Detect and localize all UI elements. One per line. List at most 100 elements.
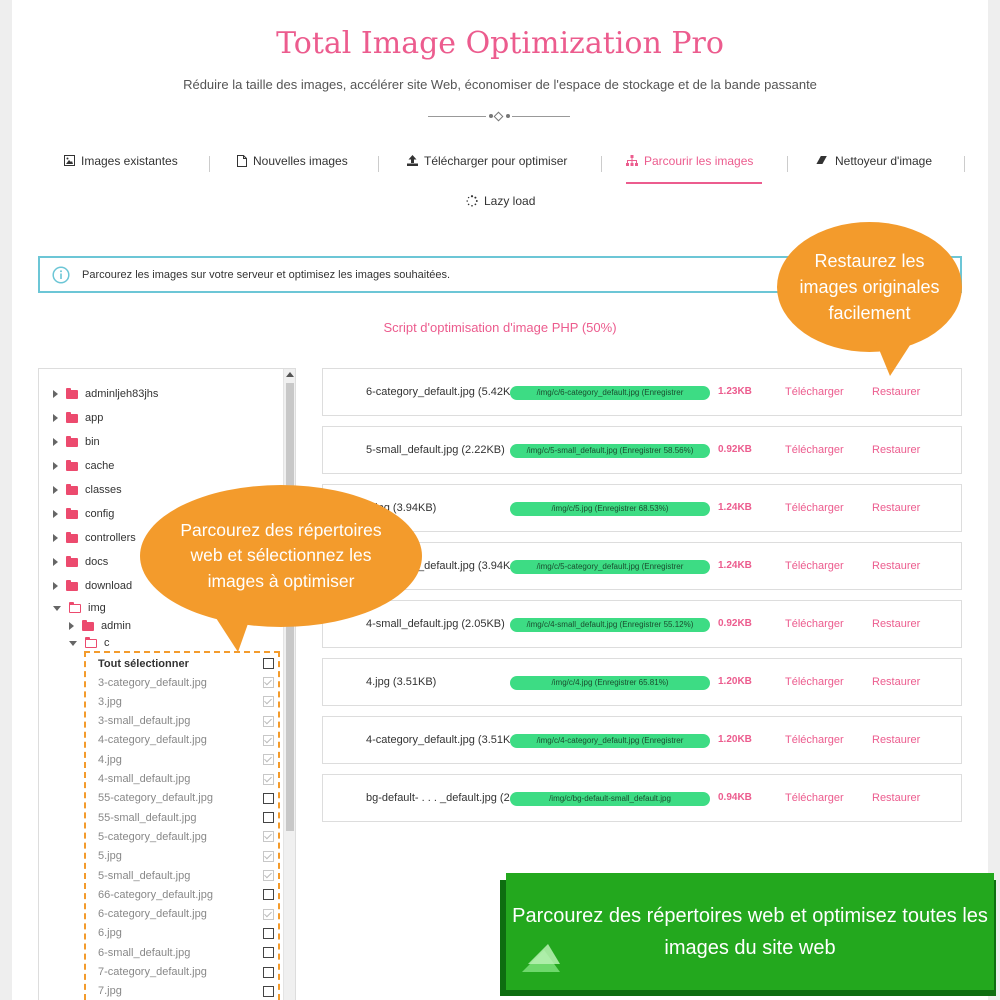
caret-down-icon: [69, 640, 77, 646]
progress-bar: /img/c/5-category_default.jpg (Enregistr…: [510, 560, 710, 574]
file-row[interactable]: 5-small_default.jpg: [98, 866, 274, 885]
sitemap-icon: [626, 155, 638, 166]
tree-folder-admin[interactable]: admin: [69, 618, 131, 634]
tab-nettoyeur-image[interactable]: Nettoyeur d'image: [816, 154, 932, 184]
tree-folder-label: bin: [85, 436, 100, 448]
file-row[interactable]: 55-small_default.jpg: [98, 808, 274, 827]
file-checkbox[interactable]: [263, 792, 274, 804]
tree-folder-item[interactable]: cache: [53, 458, 114, 474]
restore-link[interactable]: Restaurer: [872, 444, 921, 456]
tree-folder-item[interactable]: docs: [53, 554, 108, 570]
restore-link[interactable]: Restaurer: [872, 618, 921, 630]
file-checkbox[interactable]: [263, 696, 274, 708]
spinner-icon: [466, 195, 478, 207]
file-checkbox[interactable]: [263, 985, 274, 997]
restore-link[interactable]: Restaurer: [872, 676, 921, 688]
tab-nouvelles-images[interactable]: Nouvelles images: [237, 154, 348, 184]
file-checkbox[interactable]: [263, 947, 274, 959]
file-row[interactable]: 6-category_default.jpg: [98, 905, 274, 924]
optimized-size: 0.94KB: [718, 792, 752, 803]
tree-folder-item[interactable]: config: [53, 506, 114, 522]
file-name: 4.jpg: [98, 753, 122, 766]
result-file-name: 6-category_default.jpg (5.42KB): [366, 386, 511, 398]
file-checkbox[interactable]: [263, 889, 274, 901]
tree-folder-c[interactable]: c: [69, 635, 110, 651]
tree-folder-item[interactable]: controllers: [53, 530, 136, 546]
restore-link[interactable]: Restaurer: [872, 386, 921, 398]
file-row[interactable]: 4.jpg: [98, 750, 274, 769]
file-checkbox[interactable]: [263, 870, 274, 881]
file-checkbox[interactable]: [263, 715, 274, 727]
file-name: 66-category_default.jpg: [98, 888, 213, 901]
tree-folder-item[interactable]: app: [53, 410, 103, 426]
file-row[interactable]: 55-category_default.jpg: [98, 789, 274, 808]
download-link[interactable]: Télécharger: [785, 502, 844, 514]
file-checkbox[interactable]: [263, 754, 274, 766]
tab-telecharger-optimiser[interactable]: Télécharger pour optimiser: [407, 154, 567, 184]
file-checkbox[interactable]: [263, 773, 274, 785]
file-checkbox[interactable]: [263, 734, 274, 746]
result-row: 4.jpg (3.51KB) /img/c/4.jpg (Enregistrer …: [322, 658, 962, 706]
file-checkbox[interactable]: [263, 927, 274, 939]
tree-folder-item[interactable]: classes: [53, 482, 122, 498]
file-row[interactable]: 7-category_default.jpg: [98, 963, 274, 982]
download-link[interactable]: Télécharger: [785, 734, 844, 746]
download-link[interactable]: Télécharger: [785, 792, 844, 804]
folder-icon: [66, 555, 78, 567]
download-link[interactable]: Télécharger: [785, 618, 844, 630]
caret-right-icon: [53, 558, 58, 566]
file-row[interactable]: 4-small_default.jpg: [98, 770, 274, 789]
progress-bar: /img/c/5-small_default.jpg (Enregistrer …: [510, 444, 710, 458]
tab-separator: [601, 156, 602, 172]
tree-folder-item[interactable]: bin: [53, 434, 100, 450]
file-checkbox[interactable]: [263, 677, 274, 688]
scroll-up-arrow-icon[interactable]: [286, 372, 294, 377]
info-icon: [52, 265, 70, 284]
caret-right-icon: [69, 622, 74, 630]
tab-parcourir-images[interactable]: Parcourir les images: [626, 154, 762, 184]
file-checkbox[interactable]: [263, 966, 274, 978]
select-all-row[interactable]: Tout sélectionner: [98, 654, 274, 673]
download-link[interactable]: Télécharger: [785, 560, 844, 572]
promo-banner: Parcourez des répertoires web et optimis…: [506, 873, 994, 990]
file-row[interactable]: 7.jpg: [98, 982, 274, 1000]
file-row[interactable]: 3-category_default.jpg: [98, 673, 274, 692]
file-row[interactable]: 6-small_default.jpg: [98, 943, 274, 962]
restore-link[interactable]: Restaurer: [872, 502, 921, 514]
page-subtitle: Réduire la taille des images, accélérer …: [183, 77, 817, 92]
tab-images-existantes[interactable]: Images existantes: [64, 154, 178, 184]
select-all-checkbox[interactable]: [263, 658, 274, 669]
tree-scrollbar[interactable]: [283, 369, 295, 1000]
info-text: Parcourez les images sur votre serveur e…: [82, 268, 451, 281]
file-row[interactable]: 4-category_default.jpg: [98, 731, 274, 750]
download-link[interactable]: Télécharger: [785, 386, 844, 398]
restore-link[interactable]: Restaurer: [872, 792, 921, 804]
tab-lazy-load[interactable]: Lazy load: [466, 194, 535, 224]
folder-open-icon: [69, 601, 81, 613]
caret-right-icon: [53, 438, 58, 446]
download-link[interactable]: Télécharger: [785, 676, 844, 688]
tree-folder-item[interactable]: download: [53, 578, 132, 594]
tree-folder-img[interactable]: img: [53, 600, 106, 616]
tree-folder-label: download: [85, 580, 133, 592]
tab-label: Parcourir les images: [644, 154, 754, 168]
tree-folder-item[interactable]: adminljeh83jhs: [53, 386, 158, 402]
file-row[interactable]: 5.jpg: [98, 847, 274, 866]
caret-right-icon: [53, 462, 58, 470]
progress-bar: /img/c/4.jpg (Enregistrer 65.81%): [510, 676, 710, 690]
restore-link[interactable]: Restaurer: [872, 734, 921, 746]
download-link[interactable]: Télécharger: [785, 444, 844, 456]
file-row[interactable]: 5-category_default.jpg: [98, 827, 274, 846]
tab-label: Nouvelles images: [253, 154, 348, 168]
file-row[interactable]: 3-small_default.jpg: [98, 712, 274, 731]
file-checkbox[interactable]: [263, 850, 274, 862]
restore-link[interactable]: Restaurer: [872, 560, 921, 572]
tree-folder-label: classes: [85, 484, 122, 496]
result-row: bg-default- . . . _default.jpg (2/img/c/…: [322, 774, 962, 822]
file-checkbox[interactable]: [263, 831, 274, 843]
file-row[interactable]: 66-category_default.jpg: [98, 885, 274, 904]
file-row[interactable]: 3.jpg: [98, 692, 274, 711]
file-row[interactable]: 6.jpg: [98, 924, 274, 943]
file-checkbox[interactable]: [263, 908, 274, 920]
file-checkbox[interactable]: [263, 812, 274, 824]
